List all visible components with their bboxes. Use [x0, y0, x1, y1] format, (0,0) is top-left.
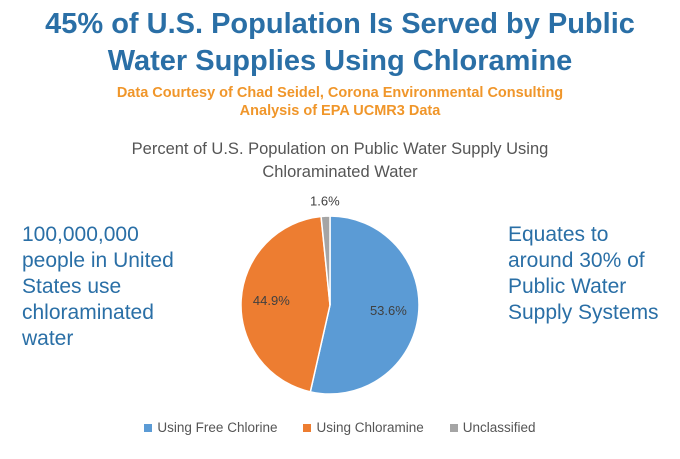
population-note-line: chloraminated [22, 301, 154, 324]
slice-chloramine [240, 215, 331, 393]
pie-slices [240, 215, 420, 395]
pie-chart: 53.6% 44.9% 1.6% [240, 194, 420, 395]
systems-note-line: Public Water [508, 275, 627, 298]
slice-unclassified [320, 215, 331, 306]
population-note: 100,000,000 people in United States use … [22, 222, 232, 352]
label-unclassified: 1.6% [310, 194, 340, 209]
legend-swatch [449, 423, 458, 432]
legend-swatch [303, 423, 312, 432]
systems-note-line: Equates to [508, 223, 609, 246]
headline-line-1: 45% of U.S. Population Is Served by Publ… [45, 8, 635, 40]
label-free-chlorine: 53.6% [370, 303, 407, 318]
population-note-line: States use [22, 275, 122, 298]
legend-item-unclassified: Unclassified [449, 420, 536, 435]
chart-title: Percent of U.S. Population on Public Wat… [40, 138, 640, 184]
legend-label: Using Chloramine [316, 420, 424, 435]
legend-label: Using Free Chlorine [157, 420, 278, 435]
headline: 45% of U.S. Population Is Served by Publ… [0, 6, 680, 80]
label-chloramine: 44.9% [253, 293, 290, 308]
chart-legend: Using Free Chlorine Using Chloramine Unc… [0, 420, 680, 435]
legend-item-free-chlorine: Using Free Chlorine [144, 420, 277, 435]
systems-note-line: around 30% of [508, 249, 645, 272]
population-note-line: water [22, 327, 74, 350]
legend-item-chloramine: Using Chloramine [303, 420, 424, 435]
population-note-line: 100,000,000 [22, 223, 139, 246]
population-note-line: people in United [22, 249, 174, 272]
headline-line-2: Water Supplies Using Chloramine [107, 45, 573, 77]
systems-note-line: Supply Systems [508, 301, 659, 324]
credit-line-1: Data Courtesy of Chad Seidel, Corona Env… [116, 85, 564, 101]
legend-swatch [144, 423, 153, 432]
data-credit: Data Courtesy of Chad Seidel, Corona Env… [0, 84, 680, 120]
credit-line-2: Analysis of EPA UCMR3 Data [239, 103, 441, 119]
legend-label: Unclassified [462, 420, 536, 435]
chart-title-line-1: Percent of U.S. Population on Public Wat… [131, 140, 549, 158]
slice-free-chlorine [309, 215, 420, 395]
chart-title-line-2: Chloraminated Water [262, 163, 418, 181]
pie-slice-labels: 53.6% 44.9% 1.6% [253, 194, 407, 318]
systems-note: Equates to around 30% of Public Water Su… [508, 222, 673, 326]
